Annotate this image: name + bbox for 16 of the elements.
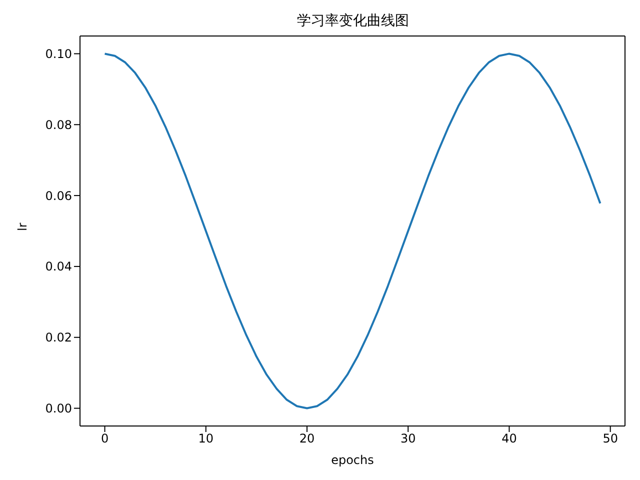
y-tick-label: 0.00 [45,402,72,416]
chart-title: 学习率变化曲线图 [296,12,410,30]
x-axis-title: epochs [331,453,374,467]
y-tick-label: 0.02 [45,330,72,345]
x-tick-label: 50 [602,432,618,446]
x-tick-label: 10 [198,432,214,446]
x-tick-label: 40 [502,432,517,446]
y-tick-label: 0.08 [45,118,72,132]
y-tick-label: 0.10 [45,46,72,61]
y-tick-label: 0.04 [45,260,72,274]
line-series [104,52,602,410]
x-tick-label: 0 [100,432,109,446]
x-tick-label: 20 [299,432,315,446]
x-tick-label: 30 [400,432,416,446]
y-tick-label: 0.06 [45,188,72,203]
y-axis-title: lr [15,222,30,231]
